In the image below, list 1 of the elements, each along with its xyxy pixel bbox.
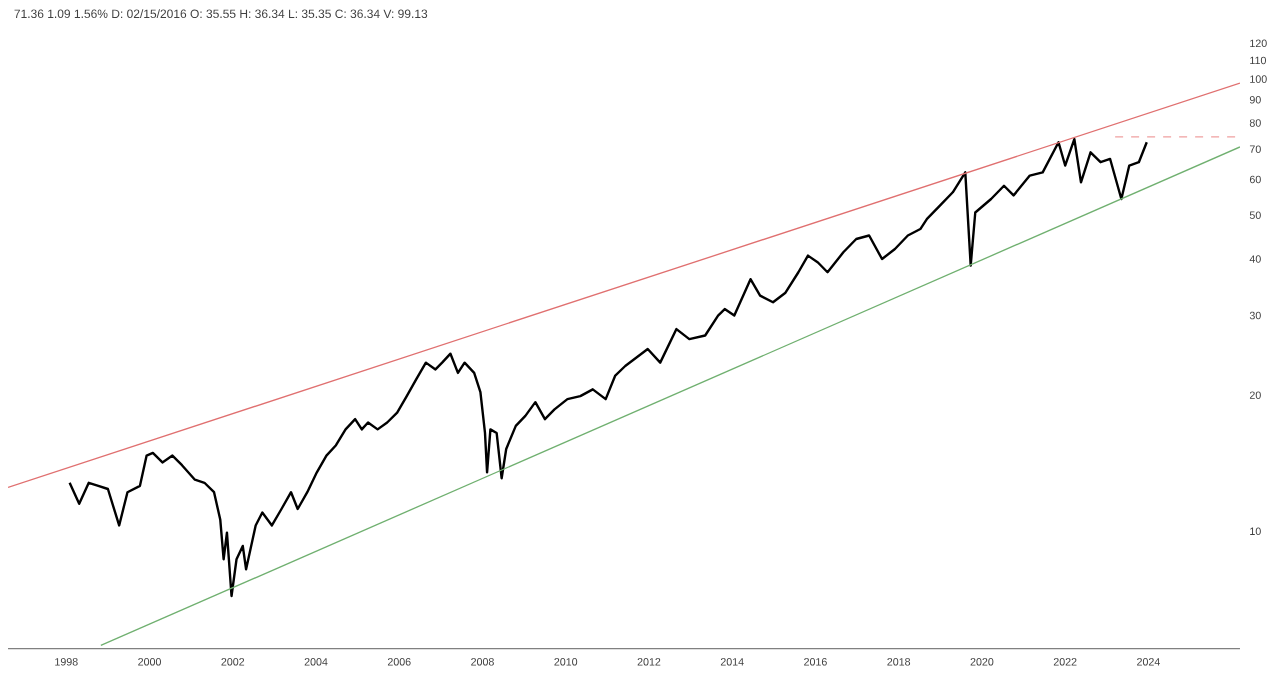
line-series	[68, 137, 1148, 598]
